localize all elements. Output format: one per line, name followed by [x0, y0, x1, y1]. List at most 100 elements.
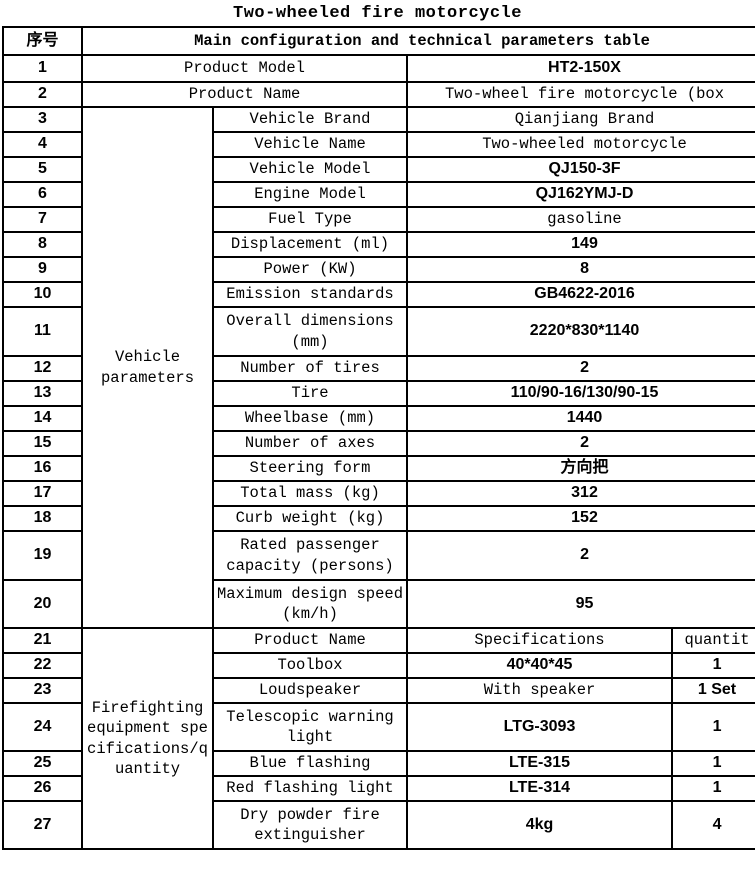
param-value: 8 [405, 256, 755, 283]
param-name: Curb weight (kg) [212, 505, 408, 532]
param-value: QJ150-3F [405, 156, 755, 183]
row-number: 14 [2, 405, 83, 432]
row-number: 2 [2, 81, 83, 108]
param-value: 152 [405, 505, 755, 532]
row-number: 19 [2, 530, 83, 581]
equipment-qty-header: quantit [670, 627, 755, 654]
row-number: 27 [2, 800, 83, 850]
param-name: Total mass (kg) [212, 480, 408, 507]
group-label-vehicle-parameters: Vehicle parameters [81, 106, 214, 629]
table-row: 16 Steering form 方向把 [2, 455, 755, 482]
param-value: HT2-150X [405, 54, 755, 83]
table-row: 22 Toolbox 40*40*45 1 [2, 652, 755, 679]
row-number: 17 [2, 480, 83, 507]
param-name: Product Model [81, 54, 408, 83]
table-row: 17 Total mass (kg) 312 [2, 480, 755, 507]
param-name: Vehicle Model [212, 156, 408, 183]
main-header: Main configuration and technical paramet… [80, 26, 755, 56]
param-value: 2220*830*1140 [405, 306, 755, 357]
group-label-firefighting-equipment: Firefighting equipment specifications/qu… [81, 627, 214, 850]
row-number: 13 [2, 380, 83, 407]
table-row: 24 Telescopic warning light LTG-3093 1 [2, 702, 755, 752]
table-row: 26 Red flashing light LTE-314 1 [2, 775, 755, 802]
equipment-name: Telescopic warning light [212, 702, 408, 752]
param-name: Wheelbase (mm) [212, 405, 408, 432]
table-row: 7 Fuel Type gasoline [2, 206, 755, 233]
row-number: 16 [2, 455, 83, 482]
param-value: 110/90-16/130/90-15 [405, 380, 755, 407]
table-row: 19 Rated passenger capacity (persons) 2 [2, 530, 755, 581]
param-value: 1440 [405, 405, 755, 432]
spec-table: 序号 Main configuration and technical para… [2, 26, 755, 850]
equipment-name: Dry powder fire extinguisher [212, 800, 408, 850]
equipment-qty: 1 [670, 775, 755, 802]
equipment-name: Red flashing light [212, 775, 408, 802]
row-number: 25 [2, 750, 83, 777]
table-row: 14 Wheelbase (mm) 1440 [2, 405, 755, 432]
param-value: 312 [405, 480, 755, 507]
equipment-spec: 4kg [406, 800, 673, 850]
table-row: 11 Overall dimensions (mm) 2220*830*1140 [2, 306, 755, 357]
row-number: 15 [2, 430, 83, 457]
equipment-qty: 1 Set [670, 677, 755, 704]
row-number: 24 [2, 702, 83, 752]
table-row: 9 Power (KW) 8 [2, 256, 755, 283]
equipment-spec: LTG-3093 [406, 702, 673, 752]
table-row: 15 Number of axes 2 [2, 430, 755, 457]
row-number: 23 [2, 677, 83, 704]
row-number: 3 [2, 106, 83, 133]
row-number: 22 [2, 652, 83, 679]
page-title: Two-wheeled fire motorcycle [233, 4, 522, 23]
row-number: 4 [2, 131, 83, 158]
param-value: 95 [405, 579, 755, 629]
equipment-qty: 1 [670, 652, 755, 679]
table-row: 8 Displacement (ml) 149 [2, 231, 755, 258]
row-number: 9 [2, 256, 83, 283]
equipment-spec: LTE-315 [406, 750, 673, 777]
equipment-qty: 1 [670, 750, 755, 777]
equipment-qty: 4 [670, 800, 755, 850]
table-row: 23 Loudspeaker With speaker 1 Set [2, 677, 755, 704]
equipment-spec: With speaker [406, 677, 673, 704]
table-row: 18 Curb weight (kg) 152 [2, 505, 755, 532]
table-row: 27 Dry powder fire extinguisher 4kg 4 [2, 800, 755, 850]
equipment-qty: 1 [670, 702, 755, 752]
param-name: Displacement (ml) [212, 231, 408, 258]
table-row: 21 Firefighting equipment specifications… [2, 627, 755, 850]
table-header-row: 序号 Main configuration and technical para… [2, 26, 755, 56]
table-row: 6 Engine Model QJ162YMJ-D [2, 181, 755, 208]
row-number: 12 [2, 355, 83, 382]
param-value: Two-wheeled motorcycle [405, 131, 755, 158]
row-number: 7 [2, 206, 83, 233]
equipment-spec-header: Specifications [406, 627, 673, 654]
param-value: Qianjiang Brand [405, 106, 755, 133]
table-row: 20 Maximum design speed (km/h) 95 [2, 579, 755, 629]
param-value: 2 [405, 530, 755, 581]
row-number: 18 [2, 505, 83, 532]
table-row: 5 Vehicle Model QJ150-3F [2, 156, 755, 183]
param-value: 方向把 [405, 455, 755, 482]
table-row: 10 Emission standards GB4622-2016 [2, 281, 755, 308]
document-page: Two-wheeled fire motorcycle 序号 Main conf… [0, 4, 755, 883]
table-row: 1 Product Model HT2-150X [2, 54, 755, 83]
param-name: Rated passenger capacity (persons) [212, 530, 408, 581]
param-value: gasoline [405, 206, 755, 233]
param-name: Vehicle Name [212, 131, 408, 158]
row-number: 26 [2, 775, 83, 802]
param-value: QJ162YMJ-D [405, 181, 755, 208]
param-name: Maximum design speed (km/h) [212, 579, 408, 629]
param-name: Fuel Type [212, 206, 408, 233]
param-name: Emission standards [212, 281, 408, 308]
equipment-name: Toolbox [212, 652, 408, 679]
param-value: Two-wheel fire motorcycle (box [405, 81, 755, 108]
equipment-spec: LTE-314 [406, 775, 673, 802]
param-name: Product Name [81, 81, 408, 108]
row-number: 21 [2, 627, 83, 654]
param-value: 149 [405, 231, 755, 258]
equipment-name: Loudspeaker [212, 677, 408, 704]
param-name: Tire [212, 380, 408, 407]
equipment-spec: 40*40*45 [406, 652, 673, 679]
param-name: Number of axes [212, 430, 408, 457]
param-value: 2 [405, 355, 755, 382]
param-name: Number of tires [212, 355, 408, 382]
